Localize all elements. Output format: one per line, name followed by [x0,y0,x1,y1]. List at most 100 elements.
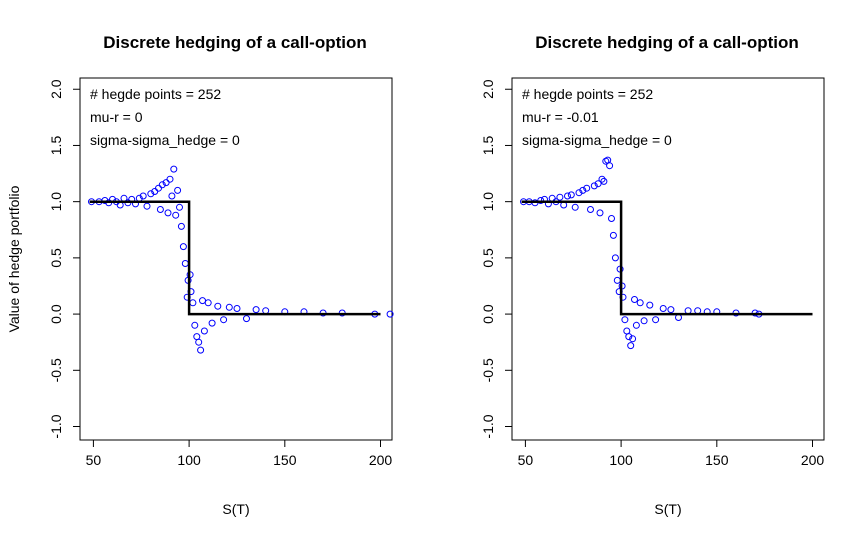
left-legend-line-1: # hegde points = 252 [90,86,221,102]
left-scatter-point [193,333,201,341]
left-y-tick-label: 0.0 [48,304,64,324]
right-scatter-point [627,342,635,350]
right-legend-line-1: # hegde points = 252 [522,86,653,102]
right-y-axis: -1.0 -0.5 0.0 0.5 1.0 1.5 2.0 [480,79,513,439]
left-y-tick-label: 1.5 [48,136,64,156]
left-scatter-point [162,179,170,187]
left-scatter-point [147,190,155,198]
left-x-tick-label: 150 [273,452,297,468]
left-scatter-point [143,202,151,210]
left-scatter-point [195,338,203,346]
right-scatter-point [632,321,640,329]
left-scatter-point [170,165,178,173]
left-scatter-point [225,303,233,311]
left-scatter-point [172,211,180,219]
left-scatter-point [208,319,216,327]
right-scatter-point [579,186,587,194]
right-legend-line-2: mu-r = -0.01 [522,109,599,125]
right-scatter-point [604,156,612,164]
right-y-tick-label: -1.0 [480,414,496,438]
left-y-axis: -1.0 -0.5 0.0 0.5 1.0 1.5 2.0 [48,79,81,439]
right-y-tick-label: -0.5 [480,358,496,382]
right-scatter-point [611,254,619,262]
left-scatter-point [214,302,222,310]
right-scatter-point [583,184,591,192]
left-scatter-point [220,316,228,324]
left-scatter-point [174,186,182,194]
right-scatter-point [623,327,631,335]
right-scatter-point [629,335,637,343]
right-scatter-point [564,192,571,200]
right-scatter-point [571,203,579,211]
right-scatter-point [625,333,633,341]
right-y-tick-label: 0.5 [480,248,496,268]
right-scatter-point [600,177,608,185]
left-step-line [89,200,381,316]
right-scatter-point [640,317,648,325]
right-scatter-point [598,175,606,183]
left-scatter-point [191,321,199,329]
right-x-axis: 50 100 150 200 [518,439,825,468]
left-scatter-point [177,222,185,230]
left-scatter-point [155,184,162,192]
left-scatter-point [243,315,250,323]
right-scatter-point [675,314,682,321]
left-x-tick-label: 50 [86,452,102,468]
right-x-tick-label: 150 [705,452,729,468]
right-x-tick-label: 200 [801,452,825,468]
left-step-line-path [89,200,381,316]
left-scatter-point [166,175,174,183]
right-scatter-points [520,156,763,350]
left-scatter-point [233,305,241,312]
left-scatter-point [200,327,208,335]
left-chart-panel: Discrete hedging of a call-option 50 100 1… [6,33,394,517]
left-scatter-point [197,346,205,354]
right-legend-line-3: sigma-sigma_hedge = 0 [522,132,672,148]
right-step-line [521,200,813,316]
left-scatter-point [139,192,147,200]
right-chart-title: Discrete hedging of a call-option [535,33,799,52]
left-y-tick-label: 2.0 [48,79,64,99]
right-scatter-point [575,189,583,197]
right-scatter-point [596,209,604,217]
right-scatter-point [659,305,667,312]
right-x-tick-label: 100 [609,452,633,468]
left-scatter-point [156,206,164,213]
right-y-tick-label: 1.0 [480,192,496,212]
left-scatter-point [179,243,187,251]
right-chart-panel: Discrete hedging of a call-option 50 100 1… [480,33,825,517]
right-scatter-point [594,180,602,188]
left-chart-title: Discrete hedging of a call-option [103,33,367,52]
right-scatter-point [636,299,644,307]
left-x-axis: 50 100 150 200 [86,439,392,468]
right-scatter-point [608,215,615,222]
right-scatter-point [631,296,638,303]
left-scatter-points [88,165,394,354]
right-scatter-point [548,194,556,202]
right-scatter-point [667,306,675,314]
left-scatter-point [176,203,183,211]
left-x-tick-label: 100 [177,452,201,468]
left-y-tick-label: -0.5 [48,358,64,382]
right-x-axis-label: S(T) [654,501,681,517]
right-y-tick-label: 0.0 [480,304,496,324]
right-scatter-point [684,307,692,315]
left-y-tick-label: -1.0 [48,414,64,438]
right-scatter-point [621,316,629,324]
right-y-tick-label: 2.0 [480,79,496,99]
right-scatter-point [613,276,621,284]
right-scatter-point [590,182,598,190]
right-scatter-point [646,301,654,309]
left-x-axis-label: S(T) [222,501,249,517]
left-scatter-point [168,192,176,200]
right-scatter-point [694,307,702,315]
right-scatter-point [652,316,660,324]
left-y-axis-label: Value of hedge portfolio [6,185,22,332]
left-y-tick-label: 1.0 [48,192,64,212]
right-scatter-point [556,193,564,201]
right-scatter-point [606,162,614,170]
left-scatter-point [386,310,394,318]
left-scatter-point [252,306,260,314]
